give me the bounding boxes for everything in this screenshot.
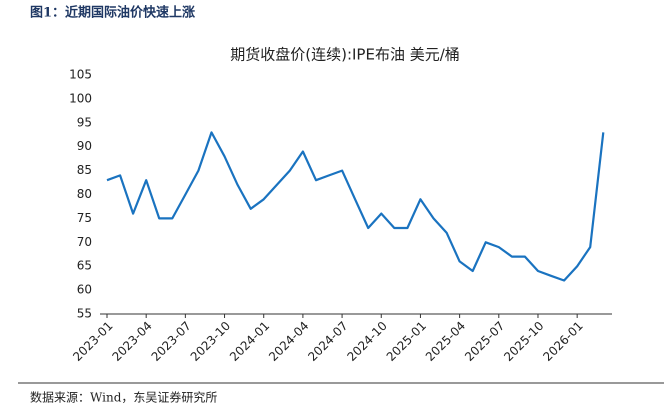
- line-series: [106, 131, 605, 282]
- y-tick-label: 60: [77, 283, 92, 297]
- chart-title: 期货收盘价(连续):IPE布油 美元/桶: [230, 46, 460, 64]
- y-tick-label: 65: [77, 259, 92, 273]
- x-tick-label: 2026-01: [540, 319, 585, 364]
- x-tick-label: 2025-07: [462, 319, 507, 364]
- x-tick-label: 2024-01: [227, 319, 272, 364]
- y-tick-label: 95: [77, 115, 92, 129]
- y-tick-label: 55: [77, 307, 92, 321]
- x-tick-label: 2023-07: [149, 319, 194, 364]
- y-tick-label: 75: [77, 211, 92, 225]
- y-tick-label: 85: [77, 163, 92, 177]
- x-tick-label: 2024-10: [345, 319, 390, 364]
- x-tick-label: 2025-10: [501, 319, 546, 364]
- y-tick-label: 80: [77, 187, 92, 201]
- y-tick-label: 105: [69, 68, 92, 82]
- header: 图1：近期国际油价快速上涨: [30, 5, 195, 21]
- x-tick-label: 2025-01: [384, 319, 429, 364]
- x-tick-label: 2023-04: [109, 319, 154, 364]
- x-tick-label: 2023-10: [188, 319, 233, 364]
- y-tick-label: 70: [77, 235, 92, 249]
- x-tick-label: 2023-01: [70, 319, 115, 364]
- y-tick-label: 90: [77, 139, 92, 153]
- x-tick-label: 2024-07: [305, 319, 350, 364]
- source: 数据来源：Wind，东吴证券研究所: [30, 390, 217, 405]
- x-tick-label: 2024-04: [266, 319, 311, 364]
- x-tick-label: 2025-04: [423, 319, 468, 364]
- y-tick-label: 100: [69, 91, 92, 105]
